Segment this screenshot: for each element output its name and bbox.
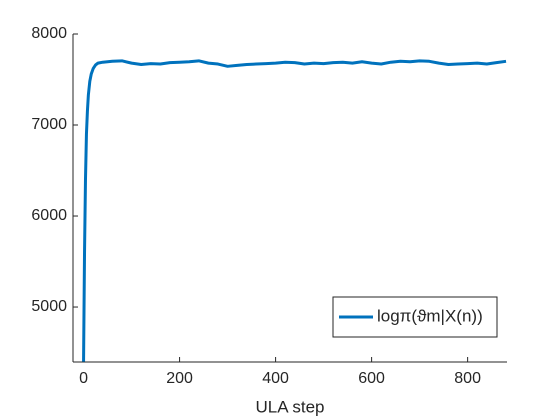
y-tick-label: 6000 xyxy=(31,207,67,224)
legend-label: logπ(ϑm|X(n)) xyxy=(377,306,483,325)
x-tick-label: 0 xyxy=(79,370,88,387)
x-tick-label: 800 xyxy=(454,370,481,387)
x-tick-label: 200 xyxy=(166,370,193,387)
y-tick-label: 5000 xyxy=(31,298,67,315)
y-tick-label: 7000 xyxy=(31,116,67,133)
x-tick-label: 600 xyxy=(358,370,385,387)
x-axis-label: ULA step xyxy=(256,397,325,416)
x-tick-label: 400 xyxy=(262,370,289,387)
data-line xyxy=(82,59,507,362)
y-tick-label: 8000 xyxy=(31,25,67,42)
